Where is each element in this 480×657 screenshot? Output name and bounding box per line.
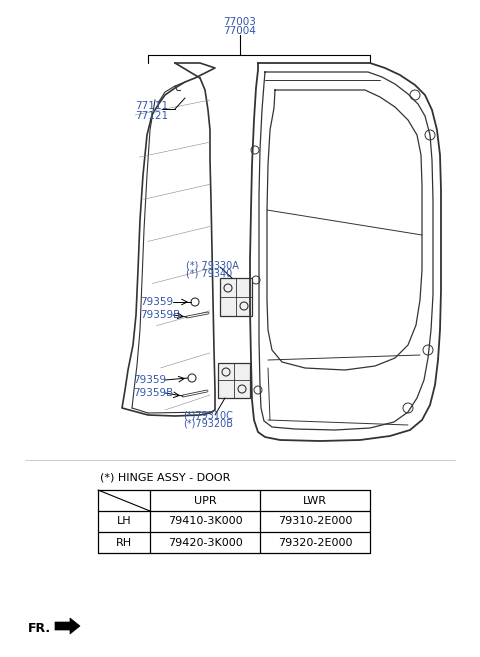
Text: FR.: FR.: [28, 622, 51, 635]
Text: (*) 79340: (*) 79340: [186, 269, 232, 279]
Polygon shape: [55, 618, 80, 634]
Text: 79320-2E000: 79320-2E000: [278, 537, 352, 547]
Text: 77004: 77004: [224, 26, 256, 36]
Bar: [218, 363, 250, 398]
Text: 79420-3K000: 79420-3K000: [168, 537, 242, 547]
Text: RH: RH: [116, 537, 132, 547]
Text: (*) HINGE ASSY - DOOR: (*) HINGE ASSY - DOOR: [100, 473, 230, 483]
Text: LH: LH: [117, 516, 132, 526]
Text: 77111: 77111: [135, 101, 168, 111]
Text: 79359B: 79359B: [140, 310, 180, 320]
Text: UPR: UPR: [194, 495, 216, 505]
Text: (*)79320B: (*)79320B: [183, 419, 233, 429]
Text: LWR: LWR: [303, 495, 327, 505]
Text: 77121: 77121: [135, 111, 168, 121]
Text: 79359B: 79359B: [133, 388, 173, 398]
Text: 79359: 79359: [133, 375, 166, 385]
Text: (*) 79330A: (*) 79330A: [186, 260, 239, 270]
Text: 77003: 77003: [224, 17, 256, 27]
Text: 79359: 79359: [140, 297, 173, 307]
Text: 79410-3K000: 79410-3K000: [168, 516, 242, 526]
Text: (*)79310C: (*)79310C: [183, 410, 233, 420]
Bar: [220, 278, 252, 316]
Text: 79310-2E000: 79310-2E000: [278, 516, 352, 526]
